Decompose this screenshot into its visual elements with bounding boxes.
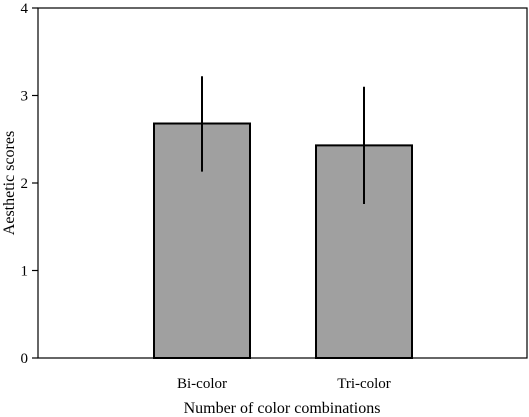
plot-border	[37, 7, 528, 359]
y-tick-label: 4	[21, 1, 29, 17]
plot-frame	[37, 7, 528, 359]
y-tick-label: 2	[21, 176, 29, 192]
x-tick-label: Bi-color	[177, 376, 227, 392]
x-axis-label: Number of color combinations	[184, 400, 381, 417]
x-axis: Bi-color Tri-color	[177, 376, 391, 392]
y-axis-label: Aesthetic scores	[1, 131, 18, 235]
y-tick-label: 0	[21, 351, 29, 367]
y-tick-label: 3	[21, 89, 29, 105]
y-tick-label: 1	[21, 264, 29, 280]
y-axis: 0 1 2 3 4	[21, 1, 38, 367]
bars	[153, 76, 413, 359]
x-tick-label: Tri-color	[337, 376, 391, 392]
